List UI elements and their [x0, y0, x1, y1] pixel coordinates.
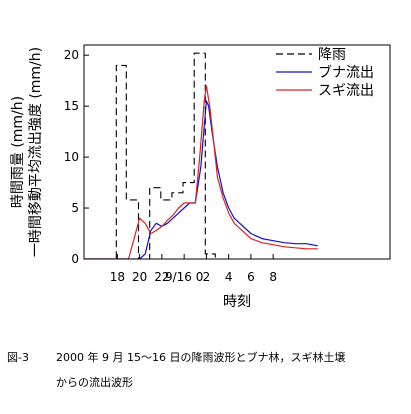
x-tick-label: 18: [110, 270, 125, 284]
figure-caption-line-2: からの流出波形: [56, 376, 133, 389]
series-line-3: [84, 85, 318, 259]
x-axis-label: 時刻: [223, 294, 251, 310]
y-tick-label: 20: [64, 48, 79, 62]
series-clip-group: [84, 52, 318, 259]
y-tick-label: 0: [71, 252, 79, 266]
x-tick-label: 8: [269, 270, 277, 284]
axes-layer: 0 5 10 15 20 18 20 229/16 0 2 4 6 8 時刻 時間雨量 (mm/h) 一時間…: [10, 44, 391, 310]
x-tick-label: 6: [247, 270, 255, 284]
legend-label-2: ブナ流出: [318, 64, 374, 81]
legend-label-1: 降雨: [318, 47, 346, 63]
series-line-1: [84, 52, 216, 259]
x-tick-label: 22: [154, 270, 169, 284]
x-tick-label: 20: [132, 270, 147, 284]
series-layer: [84, 52, 318, 259]
figure-caption-line-1: 2000 年 9 月 15～16 日の降雨波形とブナ林，スギ林土壌: [56, 351, 346, 364]
y-tick-label: 5: [71, 201, 79, 215]
legend-label-3: スギ流出: [318, 83, 374, 99]
rainfall-runoff-chart: 0 5 10 15 20 18 20 229/16 0 2 4 6 8 時刻 時間雨量 (mm/h) 一時間…: [10, 44, 391, 310]
y-tick-label: 15: [64, 99, 79, 113]
x-tick-label: 4: [225, 270, 233, 284]
plot-frame: [83, 44, 391, 260]
series-line-2: [84, 100, 318, 259]
figure-label: 図-3: [7, 351, 29, 364]
y-axis-label-1: 時間雨量 (mm/h): [10, 96, 26, 208]
x-tick-label: 9/16 0: [165, 270, 203, 284]
y-axis-label-2: 一時間移動平均流出強度 (mm/h): [28, 47, 44, 257]
x-tick-label: 2: [203, 270, 211, 284]
y-tick-label: 10: [64, 150, 79, 164]
